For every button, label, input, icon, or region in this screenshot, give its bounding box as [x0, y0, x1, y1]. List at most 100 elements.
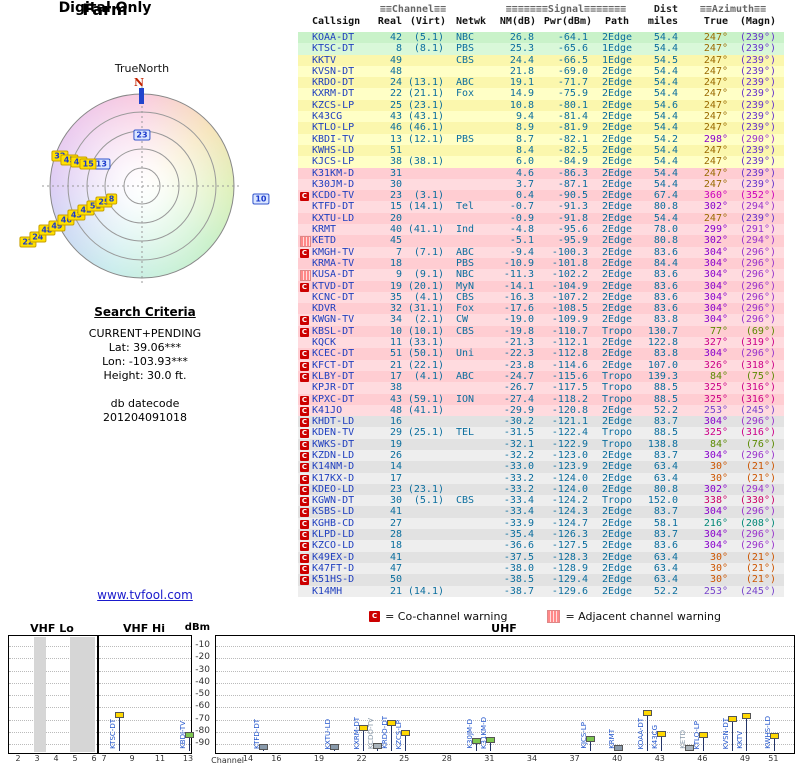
- callsign-link[interactable]: KDEN-TV: [312, 427, 355, 439]
- table-cell: 2Edge: [601, 190, 633, 202]
- callsign-link[interactable]: KZDN-LD: [312, 449, 355, 461]
- callsign-link[interactable]: K43CG: [312, 111, 343, 123]
- callsign-link[interactable]: KPXC-DT: [312, 393, 355, 405]
- table-cell: 2Edge: [601, 291, 633, 303]
- callsign-link[interactable]: KTLO-LP: [312, 122, 355, 134]
- callsign-link[interactable]: KUSA-DT: [312, 269, 355, 281]
- table-row: KBDI-TV 13 (12.1) PBS 8.7 -82.1 2Edge 54.2 298° (…: [298, 133, 784, 145]
- signal-marker: [727, 716, 737, 723]
- callsign-link[interactable]: KFCT-DT: [312, 359, 355, 371]
- callsign-link[interactable]: KMGH-TV: [312, 246, 355, 258]
- table-cell: 80.8: [653, 483, 678, 495]
- table-cell: (23.1): [407, 483, 444, 495]
- table-cell: 2Edge: [601, 246, 633, 258]
- table-cell: 23: [389, 483, 402, 495]
- callsign-link[interactable]: KETD: [312, 235, 337, 247]
- table-cell: (22.1): [407, 359, 444, 371]
- table-cell: 30: [389, 495, 402, 507]
- callsign-link[interactable]: KQCK: [312, 337, 337, 349]
- warning-cell: C: [298, 529, 312, 541]
- table-cell: (239°): [739, 54, 776, 66]
- channel-tick-label: 19: [313, 754, 325, 763]
- co-channel-warning-icon: C: [300, 553, 309, 563]
- table-cell: 304°: [703, 280, 728, 292]
- table-cell: (245°): [739, 404, 776, 416]
- table-cell: (316°): [739, 427, 776, 439]
- callsign-link[interactable]: KCDO-TV: [312, 190, 355, 202]
- callsign-link[interactable]: KWHS-LD: [312, 144, 355, 156]
- table-cell: Tropo: [601, 370, 633, 382]
- callsign-link[interactable]: KWKS-DT: [312, 438, 355, 450]
- callsign-link[interactable]: KRDO-DT: [312, 77, 355, 89]
- callsign-link[interactable]: KZCS-LP: [312, 99, 355, 111]
- table-cell: 216°: [703, 517, 728, 529]
- callsign-link[interactable]: K31KM-D: [312, 167, 355, 179]
- callsign-link[interactable]: KPJR-DT: [312, 382, 355, 394]
- callsign-link[interactable]: KGHB-CD: [312, 517, 355, 529]
- callsign-link[interactable]: KVSN-DT: [312, 65, 355, 77]
- table-cell: 54.4: [653, 122, 678, 134]
- table-row: C K51HS-D 50 -38.5 -129.4 2Edge 63.4 30° (21°): [298, 574, 784, 586]
- callsign-link[interactable]: KTSC-DT: [312, 43, 355, 55]
- table-cell: 2Edge: [601, 280, 633, 292]
- table-cell: -0.9: [509, 212, 534, 224]
- callsign-link[interactable]: KRMA-TV: [312, 257, 355, 269]
- table-row: KETD 45 -5.1 -95.9 2Edge 80.8 302° (294°): [298, 235, 784, 248]
- callsign-link[interactable]: K17KX-D: [312, 472, 355, 484]
- callsign-link[interactable]: K41JO: [312, 404, 343, 416]
- callsign-link[interactable]: KBDI-TV: [312, 133, 355, 145]
- table-cell: 2Edge: [601, 88, 633, 100]
- channel-tick-label: 22: [356, 754, 367, 763]
- callsign-link[interactable]: KCEC-DT: [312, 348, 355, 360]
- table-cell: 30°: [709, 574, 728, 586]
- callsign-link[interactable]: KLPD-LD: [312, 529, 355, 541]
- adjacent-channel-warning-icon: [300, 270, 311, 282]
- callsign-link[interactable]: KBSL-DT: [312, 325, 355, 337]
- callsign-link[interactable]: K30JM-D: [312, 178, 355, 190]
- table-cell: (239°): [739, 167, 776, 179]
- callsign-link[interactable]: KDVR: [312, 303, 337, 315]
- table-cell: 2Edge: [601, 122, 633, 134]
- callsign-link[interactable]: KKTV: [312, 54, 337, 66]
- callsign-link[interactable]: KXRM-DT: [312, 88, 355, 100]
- callsign-link[interactable]: K49EX-D: [312, 551, 355, 563]
- table-cell: 54.6: [653, 99, 678, 111]
- warning-cell: C: [298, 427, 312, 439]
- callsign-link[interactable]: K14NM-D: [312, 461, 355, 473]
- table-cell: (291°): [739, 224, 776, 236]
- callsign-link[interactable]: K51HS-D: [312, 574, 355, 586]
- callsign-link[interactable]: KOAA-DT: [312, 32, 355, 43]
- callsign-link[interactable]: K47FT-D: [312, 562, 355, 574]
- table-cell: Ind: [456, 224, 475, 236]
- table-cell: 304°: [703, 529, 728, 541]
- table-cell: -36.6: [503, 540, 534, 552]
- callsign-link[interactable]: KJCS-LP: [312, 156, 355, 168]
- callsign-link[interactable]: KGWN-DT: [312, 495, 355, 507]
- callsign-link[interactable]: KRMT: [312, 224, 337, 236]
- table-cell: -115.6: [551, 370, 588, 382]
- callsign-link[interactable]: KDEO-LD: [312, 483, 355, 495]
- tvfool-link[interactable]: www.tvfool.com: [97, 588, 193, 602]
- table-cell: 2Edge: [601, 449, 633, 461]
- signal-stem: [405, 731, 407, 751]
- table-row: C K47FT-D 47 -38.0 -128.9 2Edge 63.4 30° (21°): [298, 562, 784, 575]
- callsign-link[interactable]: KTFD-DT: [312, 201, 355, 213]
- table-cell: -87.1: [557, 178, 588, 190]
- co-channel-warning-icon: C: [300, 576, 309, 586]
- callsign-link[interactable]: KTVD-DT: [312, 280, 355, 292]
- callsign-link[interactable]: KSBS-LD: [312, 506, 355, 518]
- callsign-link[interactable]: KLBY-DT: [312, 370, 355, 382]
- callsign-link[interactable]: KZCO-LD: [312, 540, 355, 552]
- warning-cell: [298, 235, 312, 248]
- callsign-link[interactable]: KHDT-LD: [312, 416, 355, 428]
- table-cell: -104.9: [551, 280, 588, 292]
- callsign-link[interactable]: KXTU-LD: [312, 212, 355, 224]
- table-cell: (21°): [745, 472, 776, 484]
- table-cell: Tropo: [601, 495, 633, 507]
- table-cell: (296°): [739, 257, 776, 269]
- table-cell: (296°): [739, 314, 776, 326]
- callsign-link[interactable]: KCNC-DT: [312, 291, 355, 303]
- table-cell: 80.8: [653, 201, 678, 213]
- callsign-link[interactable]: K14MH: [312, 585, 343, 597]
- callsign-link[interactable]: KWGN-TV: [312, 314, 355, 326]
